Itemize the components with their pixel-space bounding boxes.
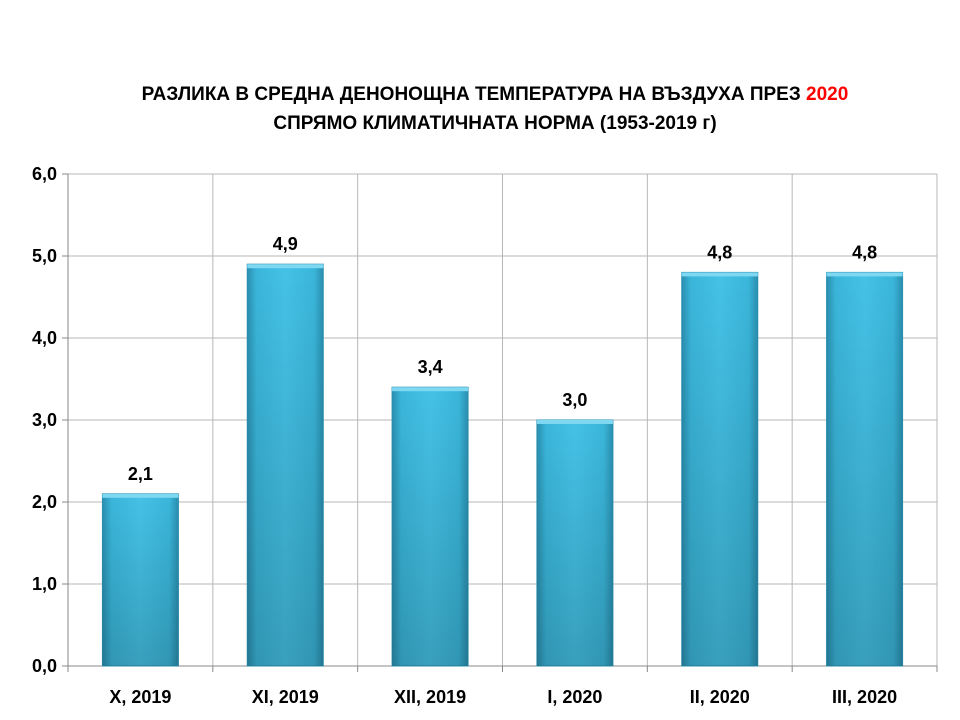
y-tick-label: 4,0 [32, 328, 57, 348]
x-category-label: X, 2019 [109, 687, 171, 707]
bar-top-highlight [392, 387, 469, 392]
y-tick-label: 6,0 [32, 164, 57, 184]
chart-title: РАЗЛИКА В СРЕДНА ДЕНОНОЩНА ТЕМПЕРАТУРА Н… [0, 80, 960, 138]
x-category-label: XI, 2019 [252, 687, 319, 707]
bar-shade [681, 272, 758, 666]
y-tick-label: 0,0 [32, 656, 57, 676]
y-tick-label: 5,0 [32, 246, 57, 266]
x-category-label: I, 2020 [547, 687, 602, 707]
bar-top-highlight [536, 420, 613, 424]
bar-shade [826, 272, 903, 666]
bars [101, 263, 904, 667]
grid [62, 173, 938, 672]
chart-title-line1: РАЗЛИКА В СРЕДНА ДЕНОНОЩНА ТЕМПЕРАТУРА Н… [0, 80, 960, 109]
y-tick-label: 1,0 [32, 574, 57, 594]
y-tick-label: 3,0 [32, 410, 57, 430]
x-category-label: II, 2020 [690, 687, 750, 707]
bar-top-highlight [102, 493, 179, 498]
bar-shade [536, 420, 613, 666]
chart-title-main: РАЗЛИКА В СРЕДНА ДЕНОНОЩНА ТЕМПЕРАТУРА Н… [141, 84, 807, 105]
bar-top-highlight [826, 272, 903, 277]
x-category-label: XII, 2019 [394, 687, 466, 707]
chart-title-year: 2020 [806, 84, 849, 105]
bar-shade [392, 387, 469, 666]
x-category-label: III, 2020 [832, 687, 897, 707]
chart-title-line2: СПРЯМО КЛИМАТИЧНАТА НОРМА (1953-2019 г) [273, 113, 717, 134]
bar-value-label: 4,8 [852, 242, 877, 262]
bar-shade [102, 493, 179, 666]
bar-value-label: 3,0 [562, 390, 587, 410]
y-tick-label: 2,0 [32, 492, 57, 512]
bar-top-highlight [681, 272, 758, 277]
bar-top-highlight [247, 264, 324, 269]
bar-shade [247, 264, 324, 666]
bar-value-label: 3,4 [418, 357, 443, 377]
bar-value-label: 4,8 [707, 242, 732, 262]
bar-value-label: 2,1 [128, 464, 153, 484]
bar-value-label: 4,9 [273, 234, 298, 254]
labels: 0,0 1,0 2,0 3,0 4,0 5,0 6,0 2,1 X, 2019 4,9 XI, 20… [32, 164, 897, 707]
